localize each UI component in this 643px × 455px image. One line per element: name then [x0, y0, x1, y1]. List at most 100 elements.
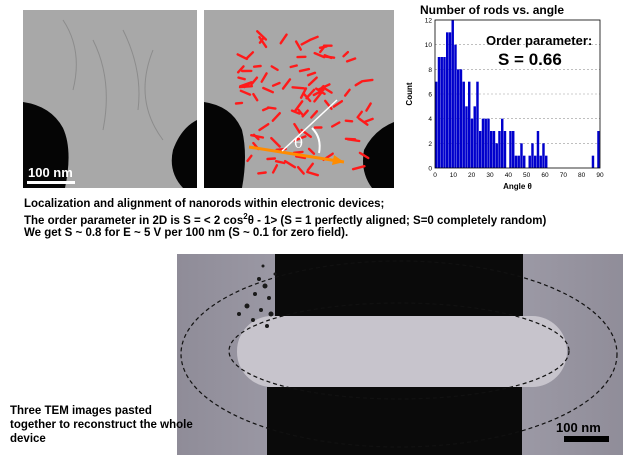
field-arrow-head	[332, 155, 344, 165]
nanorod	[293, 122, 302, 135]
nanorod	[293, 135, 307, 142]
inner-dashed-outline	[228, 302, 570, 400]
electrode-right-a	[171, 120, 197, 188]
x-tick-label: 10	[450, 172, 458, 179]
nanorod	[318, 44, 327, 54]
angle-arc	[311, 127, 321, 154]
histogram-bar	[459, 69, 463, 168]
histogram-bar	[501, 118, 504, 168]
x-tick-label: 50	[523, 172, 531, 179]
nanorod	[358, 151, 370, 160]
electrode-bottom	[267, 387, 522, 455]
nanorod	[344, 119, 354, 123]
histogram-bar	[465, 106, 468, 168]
x-axis-label: Angle θ	[503, 182, 532, 191]
nanorod	[237, 76, 246, 81]
nanorod	[296, 165, 305, 175]
nanorod	[256, 30, 268, 41]
histogram-bar	[509, 131, 512, 168]
nanorod	[323, 99, 333, 111]
nanorod	[274, 159, 286, 165]
nanorod	[317, 83, 331, 91]
histogram-bar	[446, 32, 449, 168]
nanorod	[365, 102, 372, 112]
scale-label-left: 100 nm	[28, 165, 73, 180]
nanorod	[351, 164, 366, 171]
nanorod	[323, 54, 333, 60]
nanorod	[262, 86, 275, 94]
nanorod	[307, 76, 318, 87]
device-tem-drawing	[177, 254, 623, 455]
order-parameter-value: S = 0.66	[498, 50, 562, 69]
nanorod	[236, 53, 249, 61]
nanorod	[246, 51, 255, 60]
nanorod	[343, 88, 351, 97]
histogram-bar	[468, 81, 471, 168]
nanorod	[239, 81, 253, 88]
x-tick-label: 20	[468, 172, 476, 179]
nanorod	[260, 72, 268, 83]
histogram-bar	[536, 131, 540, 168]
channel-region	[237, 316, 567, 387]
x-tick-label: 40	[505, 172, 513, 179]
nanorod	[283, 159, 297, 169]
y-tick-label: 6	[428, 92, 432, 99]
nanorod	[302, 92, 312, 103]
histogram-bar	[503, 131, 507, 168]
nanorod	[252, 92, 259, 102]
nanorod	[271, 81, 281, 87]
device-note-line-1: Three TEM images pasted	[10, 405, 152, 417]
caption-line-2-prefix: The order parameter in 2D is S = < 2 cos	[24, 214, 244, 227]
tem-image-right	[204, 10, 394, 188]
nanorod	[354, 80, 364, 87]
nanorod	[294, 100, 304, 112]
y-tick-label: 10	[425, 42, 433, 49]
histogram-bar	[457, 69, 460, 168]
histogram-bar	[437, 57, 441, 168]
nanorod	[346, 138, 361, 143]
nanorod	[234, 101, 244, 105]
histogram-bar	[597, 131, 600, 168]
histogram-bar	[479, 131, 482, 168]
nanorod	[297, 108, 304, 117]
y-tick-label: 8	[428, 67, 432, 74]
nanorod	[250, 133, 265, 139]
nanorod	[294, 40, 303, 51]
nanorod	[271, 164, 279, 174]
histogram-bar	[476, 81, 479, 168]
scale-label-device: 100 nm	[556, 420, 601, 435]
histogram-bar	[534, 155, 537, 168]
nanoparticle-cluster	[237, 264, 277, 328]
histogram-bar	[473, 106, 476, 168]
nanorod	[281, 78, 292, 90]
nanorod	[258, 36, 265, 44]
scale-bar-device	[564, 436, 609, 442]
nanorod	[300, 39, 311, 46]
electrode-right-b	[363, 122, 394, 188]
nanorod	[306, 71, 317, 77]
nanorod	[357, 117, 369, 126]
nanorod	[258, 122, 270, 132]
electrode-left-b	[204, 102, 245, 188]
histogram-bar	[451, 20, 454, 168]
histogram-bar	[520, 143, 523, 168]
histogram-bar	[591, 155, 595, 168]
histogram-bar	[481, 118, 485, 168]
tem-image-left	[23, 10, 197, 188]
histogram-bar	[443, 57, 446, 168]
field-direction-arrow	[248, 145, 345, 164]
nanorod	[270, 136, 281, 148]
nanorod	[307, 147, 316, 155]
histogram-bar	[492, 131, 496, 168]
caption-line-3: We get S ~ 0.8 for E ~ 5 V per 100 nm (S…	[24, 227, 349, 239]
theta-symbol: θ	[294, 134, 304, 152]
outer-dashed-outline	[180, 260, 618, 448]
histogram-bar	[512, 131, 515, 168]
nanorod	[250, 76, 259, 86]
histogram-bar	[490, 131, 493, 168]
y-tick-label: 12	[425, 18, 433, 25]
nanorod	[266, 106, 277, 110]
nanorod	[290, 109, 301, 115]
y-axis-label: Count	[405, 82, 414, 105]
nanorod	[291, 86, 306, 90]
